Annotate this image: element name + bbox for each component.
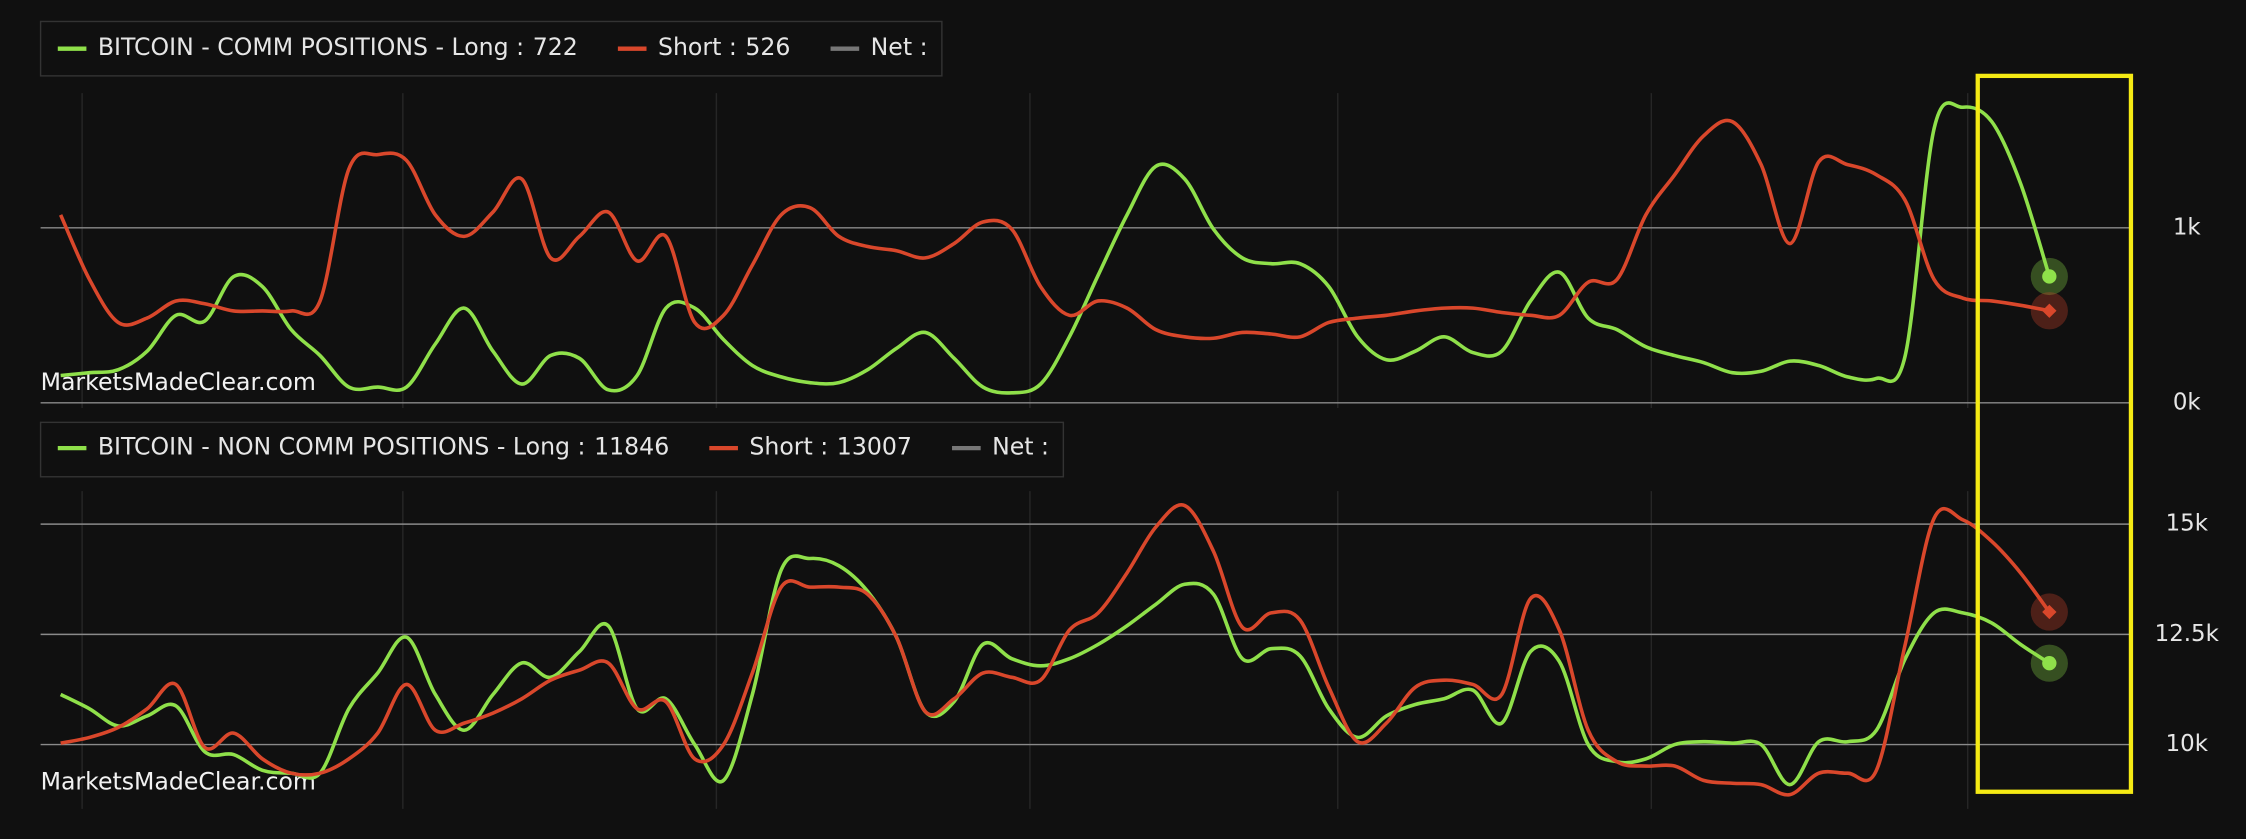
last-value-marker	[2042, 656, 2057, 671]
y-tick-label: 0k	[2173, 389, 2202, 415]
last-value-marker	[2042, 269, 2057, 284]
legend: BITCOIN - COMM POSITIONS - Long : 722 Shor…	[39, 20, 943, 77]
legend-label: Net :	[992, 433, 1049, 461]
legend: BITCOIN - NON COMM POSITIONS - Long : 118…	[39, 421, 1065, 478]
legend-box	[39, 421, 1065, 478]
legend-value: 13007	[837, 433, 912, 461]
series-line	[59, 118, 2050, 341]
legend-label: Short :	[749, 433, 828, 461]
legend-label: Net :	[871, 33, 928, 61]
series-line	[60, 101, 2052, 395]
legend-box	[39, 20, 943, 77]
y-tick-label: 1k	[2173, 214, 2202, 240]
legend-label: BITCOIN - NON COMM POSITIONS - Long :	[98, 433, 586, 461]
series-line	[60, 503, 2051, 797]
legend-value: 722	[533, 33, 578, 61]
y-tick-label: 15k	[2166, 511, 2209, 537]
legend-label: Short :	[658, 33, 737, 61]
highlight-box	[1975, 73, 2134, 794]
legend-label: BITCOIN - COMM POSITIONS - Long :	[98, 33, 524, 61]
y-tick-label: 10k	[2166, 731, 2209, 757]
legend-value: 11846	[594, 433, 669, 461]
y-tick-label: 12.5k	[2155, 621, 2220, 647]
series-line	[59, 554, 2051, 787]
legend-value: 526	[745, 33, 790, 61]
